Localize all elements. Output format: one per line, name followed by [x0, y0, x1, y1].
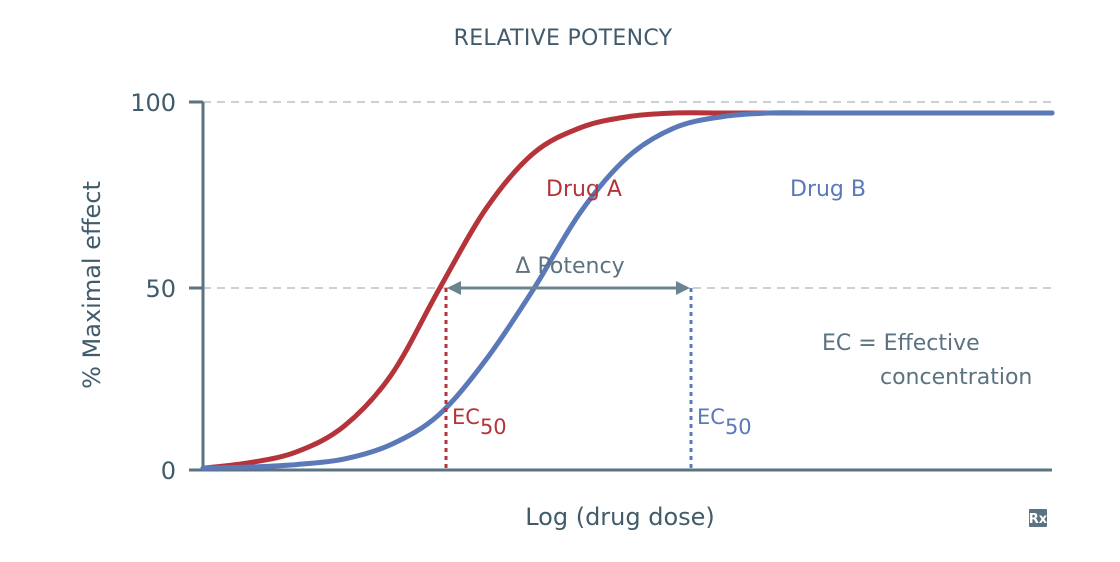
- ec50-label-drug-b: EC50: [697, 405, 752, 439]
- series-label-drug-b: Drug B: [790, 177, 866, 202]
- ec50-prefix-drug-b: EC: [697, 405, 725, 429]
- delta-symbol: Δ: [515, 254, 530, 279]
- series-label-drug-a: Drug A: [546, 177, 622, 202]
- potency-arrow-head-right: [676, 281, 690, 295]
- potency-label: Δ Potency: [515, 254, 624, 279]
- rx-badge: [1029, 509, 1047, 527]
- ec50-prefix-drug-a: EC: [452, 405, 480, 429]
- ec50-subscript-drug-b: 50: [725, 415, 752, 439]
- y-tick-label-100: 100: [130, 89, 176, 117]
- ec50-subscript-drug-a: 50: [480, 415, 507, 439]
- y-tick-label-0: 0: [161, 457, 176, 485]
- series-line-drug-b: [200, 110, 1055, 471]
- chart-title: RELATIVE POTENCY: [454, 26, 673, 51]
- series-line-drug-a: [200, 110, 1055, 471]
- ec-definition-line-2: concentration: [880, 365, 1032, 390]
- y-axis-label: % Maximal effect: [78, 181, 106, 389]
- rx-badge-text: Rx: [1029, 512, 1048, 527]
- y-tick-label-50: 50: [145, 275, 176, 303]
- potency-arrow-head-left: [447, 281, 461, 295]
- ec50-label-drug-a: EC50: [452, 405, 507, 439]
- potency-word: Potency: [537, 254, 624, 279]
- x-axis-label: Log (drug dose): [525, 503, 715, 531]
- ec-definition-line-1: EC = Effective: [822, 331, 980, 356]
